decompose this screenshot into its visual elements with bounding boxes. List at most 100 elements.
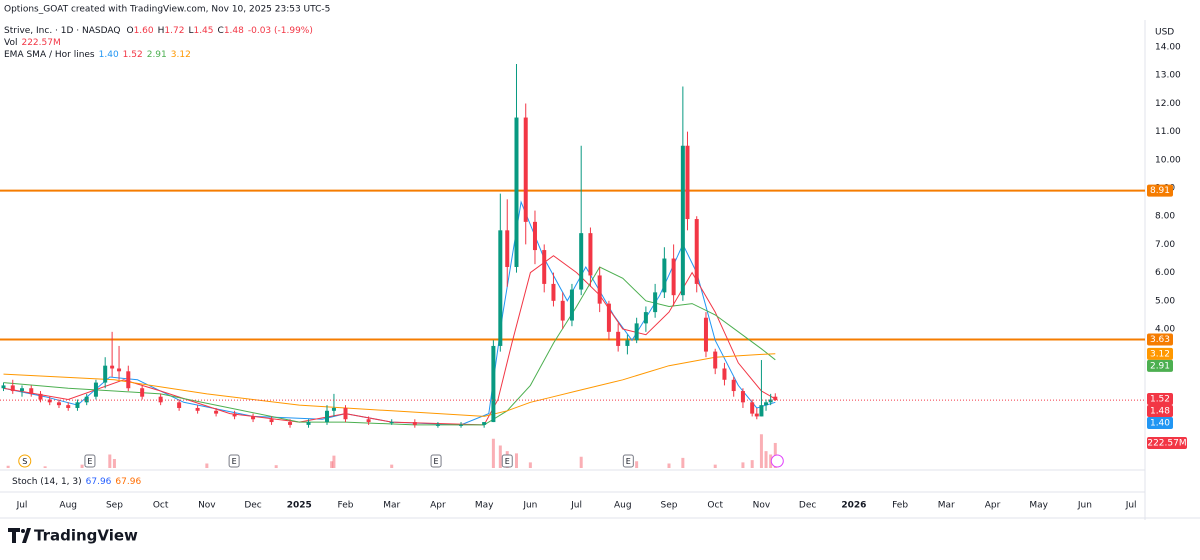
- price-tag-label: 3.12: [1150, 349, 1170, 359]
- price-tag: [1147, 333, 1173, 346]
- volume-bar: [769, 454, 773, 468]
- candle-body: [523, 117, 528, 222]
- candle-body: [773, 396, 778, 401]
- candle-body: [625, 340, 630, 346]
- ohlc-value: 1.48: [224, 26, 244, 36]
- candle-body: [569, 289, 574, 321]
- volume-bar: [6, 465, 10, 468]
- candle-body: [579, 233, 584, 290]
- candle-body: [435, 424, 440, 426]
- ohlc-value: 1.72: [164, 26, 184, 36]
- stoch-legend: Stoch (14, 1, 3) 67.96 67.96: [12, 477, 141, 487]
- x-tick-label: Jun: [1077, 501, 1092, 511]
- x-tick-label: Jul: [570, 501, 582, 511]
- candle-body: [713, 351, 718, 369]
- volume-bar: [667, 463, 671, 468]
- ohlc-label: L: [188, 26, 193, 36]
- candle-body: [117, 368, 122, 372]
- candle-body: [750, 402, 755, 414]
- x-tick-label: Apr: [430, 501, 446, 511]
- x-tick-label: Oct: [153, 501, 169, 511]
- candle-body: [703, 317, 708, 352]
- earnings-marker: [430, 454, 442, 468]
- candle-body: [764, 402, 769, 406]
- volume-bar: [764, 451, 768, 468]
- candle-body: [643, 312, 648, 324]
- dividend-marker: [18, 454, 32, 468]
- marker-label: S: [22, 457, 27, 466]
- x-tick-label: Aug: [59, 501, 77, 511]
- candle-body: [722, 368, 727, 380]
- x-tick-label: May: [1029, 501, 1048, 511]
- y-tick-label: 7.00: [1155, 240, 1175, 250]
- price-tag-label: 1.48: [1150, 406, 1170, 416]
- x-tick-label: Jun: [522, 501, 537, 511]
- volume-bar: [579, 456, 583, 468]
- candle-body: [597, 275, 602, 304]
- candle-body: [158, 396, 163, 403]
- indicator-legend: EMA SMA / Hor lines 1.40 1.52 2.91 3.12: [4, 50, 191, 60]
- candle-body: [195, 407, 200, 411]
- candle-body: [66, 405, 71, 408]
- volume-bar: [741, 462, 745, 468]
- marker-label: E: [626, 457, 631, 466]
- x-tick-label: Feb: [338, 501, 354, 511]
- candle-body: [671, 258, 676, 296]
- price-tag: [1147, 359, 1173, 372]
- x-tick-label: 2025: [287, 501, 312, 511]
- indicator-value: 1.40: [99, 50, 119, 60]
- volume-bar: [108, 454, 112, 468]
- y-tick-label: 10.00: [1155, 155, 1181, 165]
- earnings-marker: [622, 454, 634, 468]
- candle-body: [269, 419, 274, 423]
- x-tick-label: Sep: [106, 501, 123, 511]
- candle-body: [542, 250, 547, 284]
- ohlc-label: H: [158, 26, 165, 36]
- candle-body: [1, 385, 6, 389]
- marker-label: E: [505, 457, 510, 466]
- candle-body: [514, 117, 519, 267]
- volume-bar: [750, 460, 754, 468]
- volume-bar: [635, 461, 639, 468]
- y-tick-label: 13.00: [1155, 71, 1181, 81]
- volume-bar: [80, 464, 84, 468]
- volume-bar: [274, 465, 278, 468]
- ma-line: [3, 266, 776, 426]
- candle-body: [588, 233, 593, 276]
- candle-body: [768, 399, 773, 403]
- y-tick-label: 14.00: [1155, 43, 1181, 53]
- volume-bar: [498, 445, 502, 468]
- volume-bar: [112, 459, 116, 468]
- candle-body: [84, 396, 89, 403]
- candle-body: [754, 413, 759, 417]
- candle-body: [10, 385, 15, 392]
- price-tag: [1147, 184, 1173, 197]
- candle-body: [232, 413, 237, 417]
- price-tag: [1147, 347, 1173, 360]
- x-tick-label: Sep: [661, 501, 678, 511]
- marker-label: E: [232, 457, 237, 466]
- candle-body: [47, 399, 52, 403]
- currency: USD: [1155, 28, 1174, 38]
- candle-body: [740, 391, 745, 403]
- candle-body: [662, 258, 667, 293]
- candle-body: [694, 219, 699, 284]
- price-tag-label: 1.40: [1150, 418, 1170, 428]
- ohlc-value: 1.45: [193, 26, 213, 36]
- volume-bar: [332, 455, 336, 468]
- candle-body: [551, 283, 556, 301]
- price-tag: [1147, 416, 1173, 429]
- price-tag-label: 2.91: [1150, 361, 1170, 371]
- y-tick-label: 12.00: [1155, 99, 1181, 109]
- earnings-marker: [84, 454, 96, 468]
- candle-body: [103, 365, 108, 383]
- volume-bar: [713, 464, 717, 468]
- volume-tag: [1147, 436, 1187, 449]
- candle-body: [412, 422, 417, 425]
- candle-body: [759, 405, 764, 417]
- candle-body: [389, 422, 394, 424]
- symbol-legend: Strive, Inc. · 1D · NASDAQ O1.60 H1.72 L1.4…: [4, 26, 313, 36]
- candle-body: [498, 230, 503, 346]
- candle-body: [482, 422, 487, 425]
- y-tick-label: 11.00: [1155, 127, 1181, 137]
